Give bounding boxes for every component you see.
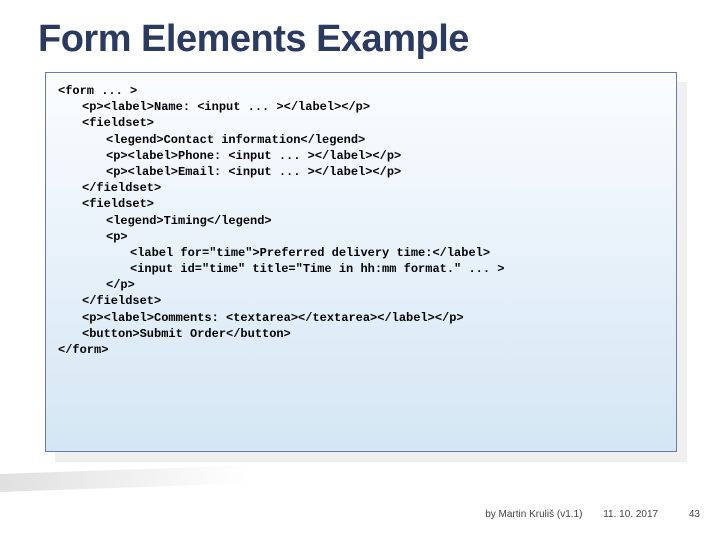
footer-author: by Martin Kruliš (v1.1): [485, 509, 582, 520]
decorative-wedge: [0, 465, 250, 492]
slide-footer: by Martin Kruliš (v1.1) 11. 10. 2017 43: [485, 509, 700, 520]
code-box: <form ... > <p><label>Name: <input ... >…: [45, 72, 677, 452]
slide-title: Form Elements Example: [0, 0, 720, 61]
footer-date: 11. 10. 2017: [603, 509, 658, 520]
footer-page-number: 43: [689, 509, 700, 520]
code-listing: <form ... > <p><label>Name: <input ... >…: [46, 73, 676, 368]
